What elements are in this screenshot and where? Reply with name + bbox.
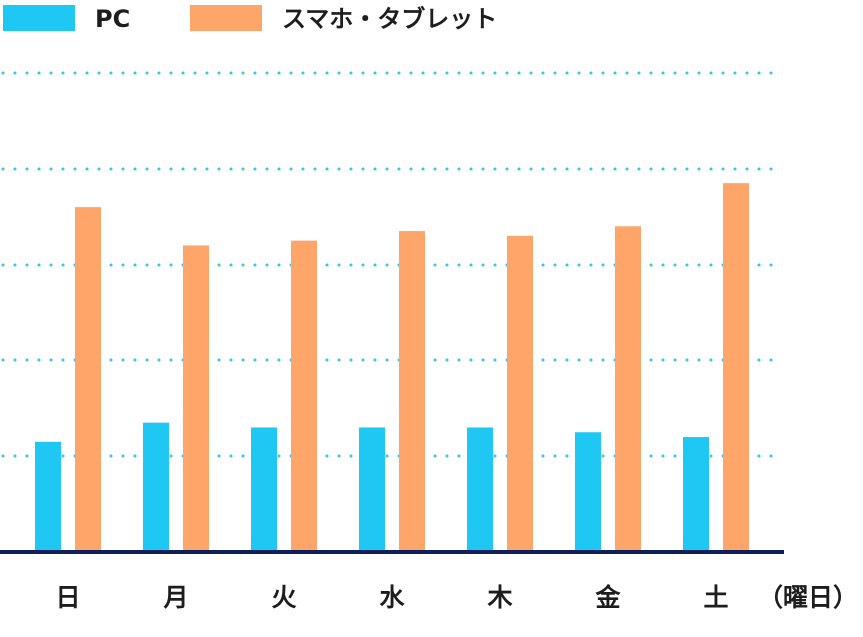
bar-pc-6 — [683, 437, 709, 552]
legend-label-pc: PC — [95, 5, 130, 33]
bar-mobile-4 — [507, 235, 533, 553]
x-tick-label: 金 — [594, 583, 621, 612]
bar-mobile-5 — [615, 226, 641, 552]
legend-swatch-mobile — [190, 5, 262, 31]
bar-pc-3 — [359, 427, 385, 552]
bar-pc-4 — [467, 427, 493, 552]
bar-pc-1 — [143, 422, 169, 552]
x-tick-label: 月 — [162, 583, 188, 612]
bar-mobile-0 — [75, 207, 101, 552]
x-tick-label: 土 — [703, 583, 728, 612]
x-tick-label: 木 — [486, 583, 512, 612]
x-tick-label: 火 — [271, 583, 296, 612]
bar-mobile-1 — [183, 245, 209, 552]
bars — [35, 183, 749, 553]
legend: PC スマホ・タブレット — [3, 5, 497, 33]
bar-mobile-6 — [723, 183, 749, 553]
bar-pc-0 — [35, 441, 61, 552]
legend-label-mobile: スマホ・タブレット — [282, 5, 497, 33]
gridlines — [1, 71, 777, 458]
x-tick-labels: 日 月 火 水 木 金 土 （曜日） — [55, 583, 858, 612]
bar-mobile-3 — [399, 231, 425, 552]
legend-swatch-pc — [3, 5, 75, 31]
bar-pc-2 — [251, 427, 277, 552]
bar-pc-5 — [575, 432, 601, 552]
x-tick-label: 水 — [379, 583, 405, 612]
x-tick-label: 日 — [55, 583, 80, 612]
bar-mobile-2 — [291, 240, 317, 552]
x-axis-label: （曜日） — [758, 583, 858, 612]
